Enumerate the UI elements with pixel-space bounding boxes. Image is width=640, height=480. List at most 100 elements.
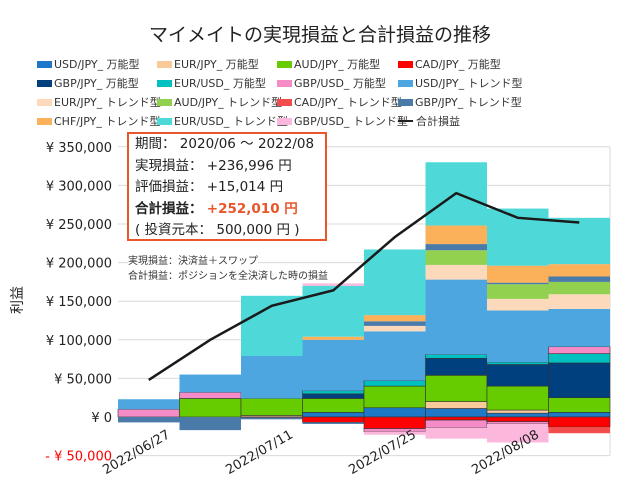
bar-segment	[302, 283, 364, 286]
bar-segment	[425, 375, 488, 402]
legend-swatch	[398, 79, 413, 87]
legend-item: GBP/USD_ 万能型	[277, 75, 386, 91]
bar-segment	[548, 412, 611, 418]
legend-item: AUD/JPY_ 万能型	[277, 56, 380, 72]
bar-segment	[548, 281, 610, 295]
legend-line-swatch	[398, 120, 413, 122]
bar-segment	[548, 427, 610, 434]
legend-swatch	[37, 79, 52, 87]
note-total: 合計損益：ポジションを全決済した時の損益	[128, 267, 328, 282]
legend-label: EUR/JPY_ 万能型	[174, 58, 259, 71]
legend-item: CAD/JPY_ 万能型	[398, 56, 501, 72]
realized-row: 実現損益： +236,996 円	[135, 157, 292, 174]
bar-segment	[486, 385, 549, 411]
bar-segment	[302, 393, 365, 399]
legend-item: AUD/JPY_ トレンド型	[157, 94, 282, 110]
bar-segment	[241, 356, 303, 399]
bar-segment	[364, 321, 426, 326]
y-tick-label: - ¥ 50,000	[45, 450, 112, 465]
bar-segment	[486, 412, 549, 418]
legend-swatch	[157, 117, 172, 125]
bar-segment	[425, 279, 487, 355]
bar-segment	[117, 408, 180, 418]
bar-segment	[363, 416, 426, 429]
y-axis-label: 利益	[10, 286, 26, 314]
bar-segment	[179, 391, 242, 399]
bar-segment	[487, 284, 549, 299]
legend-item: USD/JPY_ トレンド型	[398, 75, 523, 91]
legend-item: 合計損益	[398, 113, 460, 129]
bar-segment	[302, 412, 365, 418]
bar-segment	[548, 353, 611, 364]
bar-segment	[487, 310, 549, 363]
bar-segment	[302, 336, 364, 340]
x-tick-label: 2022/07/11	[223, 427, 295, 477]
bar-segment	[548, 362, 611, 398]
y-tick-label: ¥ 0	[91, 411, 112, 426]
legend-item: EUR/JPY_ 万能型	[157, 56, 259, 72]
legend-label: USD/JPY_ トレンド型	[415, 77, 523, 90]
bar-segment	[425, 264, 487, 280]
legend-item: CHF/JPY_ トレンド型	[37, 113, 160, 129]
legend-swatch	[398, 60, 413, 68]
bar-segment	[302, 390, 365, 395]
legend-swatch	[157, 79, 172, 87]
bar-segment	[548, 308, 610, 347]
legend-swatch	[277, 60, 292, 68]
legend-item: EUR/USD_ トレンド型	[157, 113, 288, 129]
legend-label: EUR/USD_ トレンド型	[174, 115, 288, 128]
legend-label: EUR/JPY_ トレンド型	[54, 96, 161, 109]
bar-segment	[548, 217, 610, 265]
unrealized-row: 評価損益： +15,014 円	[135, 179, 284, 195]
bar-segment	[548, 264, 610, 277]
bar-segment	[364, 431, 426, 435]
legend-item: GBP/JPY_ トレンド型	[398, 94, 522, 110]
total-line	[148, 191, 580, 381]
y-tick-label: ¥ 250,000	[46, 218, 112, 233]
y-tick-label: ¥ 100,000	[46, 334, 112, 349]
bar-segment	[425, 250, 487, 265]
bar-segment	[548, 397, 611, 413]
bar-segment	[363, 407, 426, 418]
legend-label: GBP/USD_ トレンド型	[294, 115, 408, 128]
bar-segment	[486, 421, 549, 425]
bar-segment	[425, 401, 488, 409]
legend-label: EUR/USD_ 万能型	[174, 77, 266, 90]
legend-swatch	[277, 117, 292, 125]
bar-segment	[363, 385, 426, 409]
bar-segment	[487, 298, 549, 311]
bar-segment	[486, 416, 549, 422]
legend-item: EUR/JPY_ トレンド型	[37, 94, 161, 110]
bar-segment	[179, 417, 241, 431]
legend-label: CHF/JPY_ トレンド型	[54, 115, 161, 128]
y-tick-label: ¥ 50,000	[54, 372, 112, 387]
bar-segment	[425, 225, 487, 245]
bar-segment	[302, 398, 365, 413]
bar-segment	[302, 285, 364, 337]
bar-segment	[302, 339, 364, 391]
bar-segment	[425, 427, 487, 439]
bar-segment	[364, 331, 426, 381]
bar-segment	[548, 416, 611, 428]
bar-segment	[548, 276, 610, 282]
legend-swatch	[37, 60, 52, 68]
bar-segment	[425, 244, 487, 251]
bar-segment	[363, 380, 426, 387]
legend-label: GBP/JPY_ 万能型	[54, 77, 139, 90]
summary-box: 期間： 2020/06 ～ 2022/08 実現損益： +236,996 円 評…	[127, 132, 327, 241]
bar-segment	[364, 249, 426, 316]
bar-segment	[179, 398, 242, 418]
bar-segment	[240, 398, 303, 416]
bar-segment	[486, 364, 549, 387]
legend-swatch	[37, 117, 52, 125]
bar-segment	[118, 399, 180, 410]
period-row: 期間： 2020/06 ～ 2022/08	[135, 136, 315, 152]
bar-segment	[425, 416, 488, 421]
legend-swatch	[277, 79, 292, 87]
total-row: 合計損益： +252,010 円	[135, 200, 298, 217]
legend-swatch	[157, 98, 172, 106]
bar-segment	[364, 325, 426, 332]
legend-label: GBP/USD_ 万能型	[294, 77, 386, 90]
